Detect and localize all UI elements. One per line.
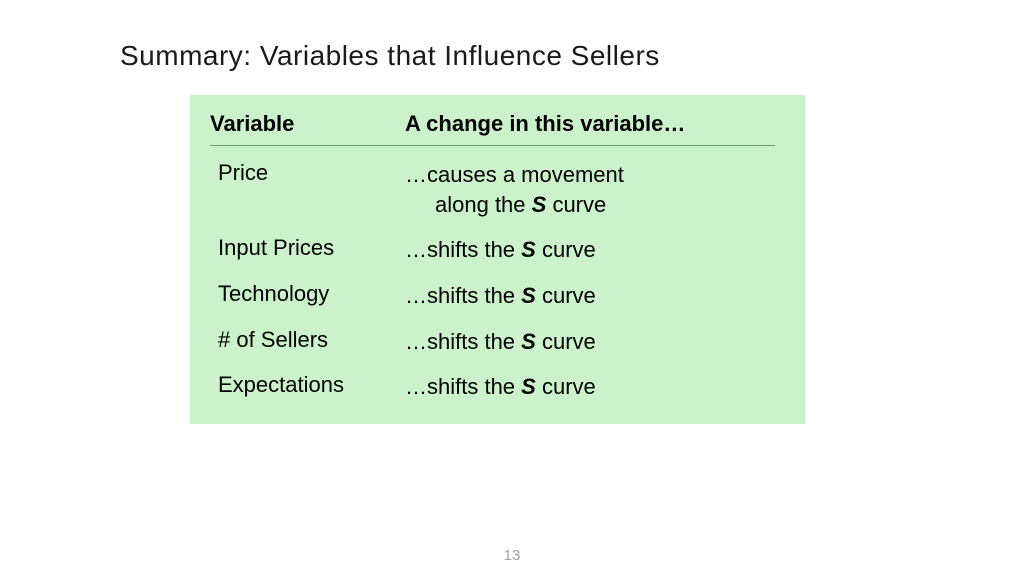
cell-effect: …shifts the S curve <box>405 235 775 265</box>
effect-prefix: …shifts the <box>405 374 521 399</box>
effect-suffix: curve <box>536 237 596 262</box>
table-row: Technology …shifts the S curve <box>210 281 775 311</box>
effect-prefix: …shifts the <box>405 283 521 308</box>
effect-text: …causes a movement <box>405 162 624 187</box>
s-symbol: S <box>521 237 536 262</box>
effect-prefix: …shifts the <box>405 329 521 354</box>
s-symbol: S <box>532 192 547 217</box>
cell-variable: Technology <box>210 281 405 311</box>
header-effect: A change in this variable… <box>405 111 775 137</box>
effect-line2-prefix: along the <box>435 192 532 217</box>
table-row: Expectations …shifts the S curve <box>210 372 775 402</box>
effect-prefix: …shifts the <box>405 237 521 262</box>
effect-suffix: curve <box>546 192 606 217</box>
effect-text-line2: along the S curve <box>405 190 775 220</box>
table-row: # of Sellers …shifts the S curve <box>210 327 775 357</box>
slide-title: Summary: Variables that Influence Seller… <box>120 40 660 72</box>
s-symbol: S <box>521 374 536 399</box>
cell-effect: …causes a movement along the S curve <box>405 160 775 219</box>
cell-variable: Expectations <box>210 372 405 402</box>
table-row: Input Prices …shifts the S curve <box>210 235 775 265</box>
header-variable: Variable <box>210 111 405 137</box>
cell-effect: …shifts the S curve <box>405 372 775 402</box>
summary-table: Variable A change in this variable… Pric… <box>190 95 805 424</box>
s-symbol: S <box>521 283 536 308</box>
s-symbol: S <box>521 329 536 354</box>
cell-effect: …shifts the S curve <box>405 327 775 357</box>
effect-suffix: curve <box>536 283 596 308</box>
effect-suffix: curve <box>536 374 596 399</box>
page-number: 13 <box>504 547 521 564</box>
table-row: Price …causes a movement along the S cur… <box>210 160 775 219</box>
cell-variable: Price <box>210 160 405 219</box>
cell-variable: Input Prices <box>210 235 405 265</box>
cell-effect: …shifts the S curve <box>405 281 775 311</box>
cell-variable: # of Sellers <box>210 327 405 357</box>
effect-suffix: curve <box>536 329 596 354</box>
table-header-row: Variable A change in this variable… <box>210 111 775 146</box>
